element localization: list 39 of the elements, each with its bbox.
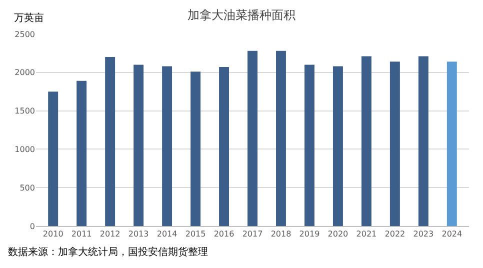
bar [162, 66, 172, 226]
x-tick-label: 2020 [328, 230, 348, 239]
bar [304, 64, 314, 226]
y-tick-label: 500 [20, 183, 35, 192]
source-note: 数据来源：加拿大统计局，国投安信期货整理 [8, 246, 208, 258]
x-tick-label: 2015 [185, 230, 206, 239]
bar [446, 62, 457, 226]
x-tick-label: 2013 [128, 230, 149, 239]
x-tick-label: 2018 [270, 230, 292, 239]
bar [332, 66, 343, 226]
bar [361, 56, 372, 226]
x-tick-label: 2016 [214, 230, 234, 239]
y-axis-title: 万英亩 [14, 12, 44, 24]
y-tick-label: 0 [30, 222, 35, 231]
chart-title: 加拿大油菜播种面积 [188, 8, 296, 22]
bar [418, 56, 428, 226]
x-tick-label: 2023 [413, 230, 434, 239]
bar [48, 92, 58, 226]
bar [390, 62, 400, 226]
bar [248, 50, 258, 226]
x-tick-label: 2022 [384, 230, 406, 239]
y-tick-label: 2000 [14, 68, 35, 78]
bar [76, 80, 87, 226]
bar [276, 50, 286, 226]
x-tick-label: 2024 [442, 230, 462, 239]
x-tick-label: 2012 [100, 230, 120, 239]
bar [105, 57, 116, 226]
x-tick-label: 2019 [299, 230, 320, 239]
bar [134, 64, 144, 226]
y-tick-label: 2500 [14, 30, 35, 39]
x-tick-label: 2021 [356, 230, 377, 239]
bar [219, 67, 229, 226]
x-tick-label: 2011 [71, 230, 92, 239]
y-tick-label: 1000 [14, 145, 35, 154]
x-tick-label: 2014 [156, 230, 178, 239]
x-tick-label: 2017 [242, 230, 263, 239]
x-tick-label: 2010 [42, 230, 64, 239]
y-tick-label: 1500 [14, 106, 35, 116]
bar [190, 72, 201, 226]
